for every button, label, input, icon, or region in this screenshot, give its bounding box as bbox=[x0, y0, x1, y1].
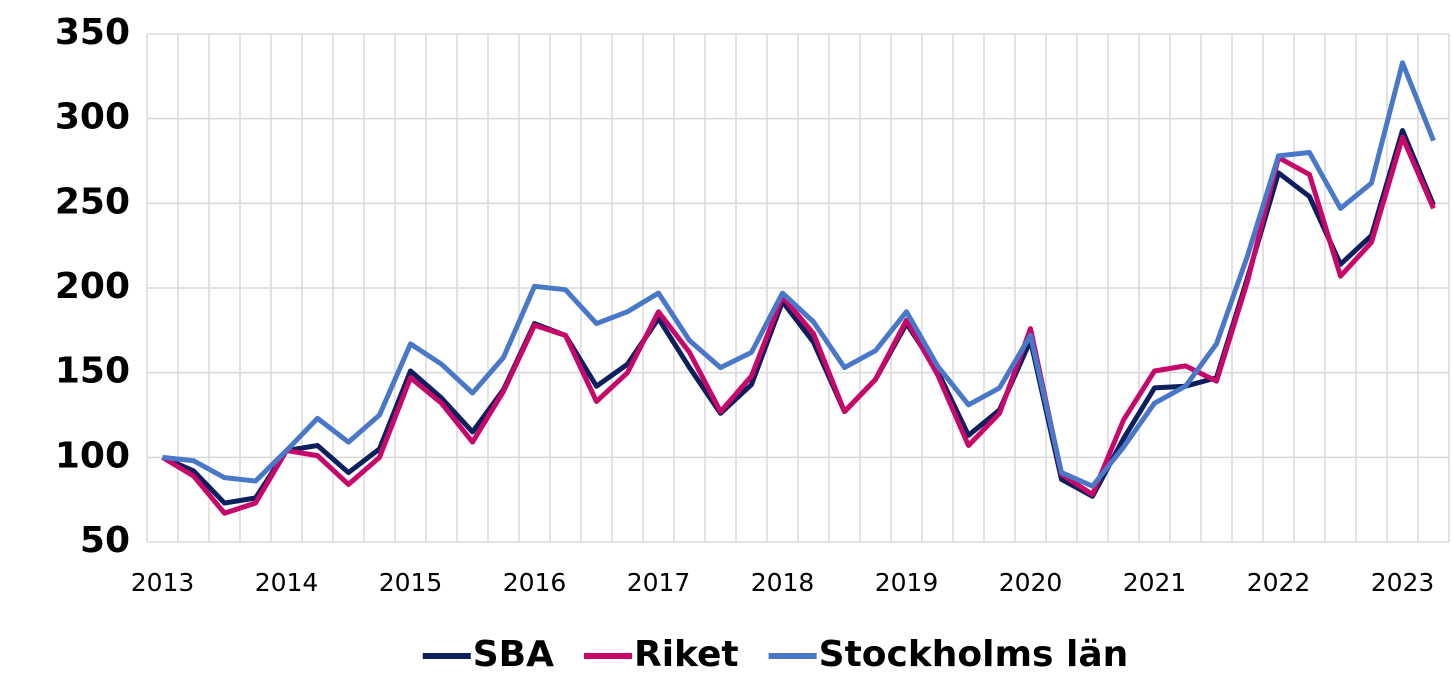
legend-label: Riket bbox=[634, 634, 739, 673]
x-tick-label: 2022 bbox=[1247, 568, 1311, 597]
legend-label: SBA bbox=[473, 634, 554, 673]
y-tick-label: 350 bbox=[55, 12, 130, 53]
x-tick-label: 2014 bbox=[255, 568, 319, 597]
x-tick-label: 2016 bbox=[503, 568, 567, 597]
x-tick-label: 2015 bbox=[379, 568, 443, 597]
x-tick-label: 2023 bbox=[1371, 568, 1435, 597]
y-tick-label: 300 bbox=[55, 97, 130, 138]
legend-label: Stockholms län bbox=[819, 634, 1129, 673]
x-tick-label: 2017 bbox=[627, 568, 691, 597]
y-tick-label: 150 bbox=[55, 351, 130, 392]
x-tick-label: 2019 bbox=[875, 568, 939, 597]
x-tick-label: 2020 bbox=[999, 568, 1063, 597]
y-tick-label: 100 bbox=[55, 435, 130, 476]
y-tick-label: 200 bbox=[55, 266, 130, 307]
series-line bbox=[161, 134, 1436, 516]
x-tick-label: 2021 bbox=[1123, 568, 1187, 597]
series-line bbox=[162, 60, 1436, 489]
y-tick-label: 50 bbox=[80, 520, 130, 561]
x-tick-label: 2018 bbox=[751, 568, 815, 597]
y-tick-label: 250 bbox=[55, 181, 130, 222]
x-tick-label: 2013 bbox=[131, 568, 195, 597]
